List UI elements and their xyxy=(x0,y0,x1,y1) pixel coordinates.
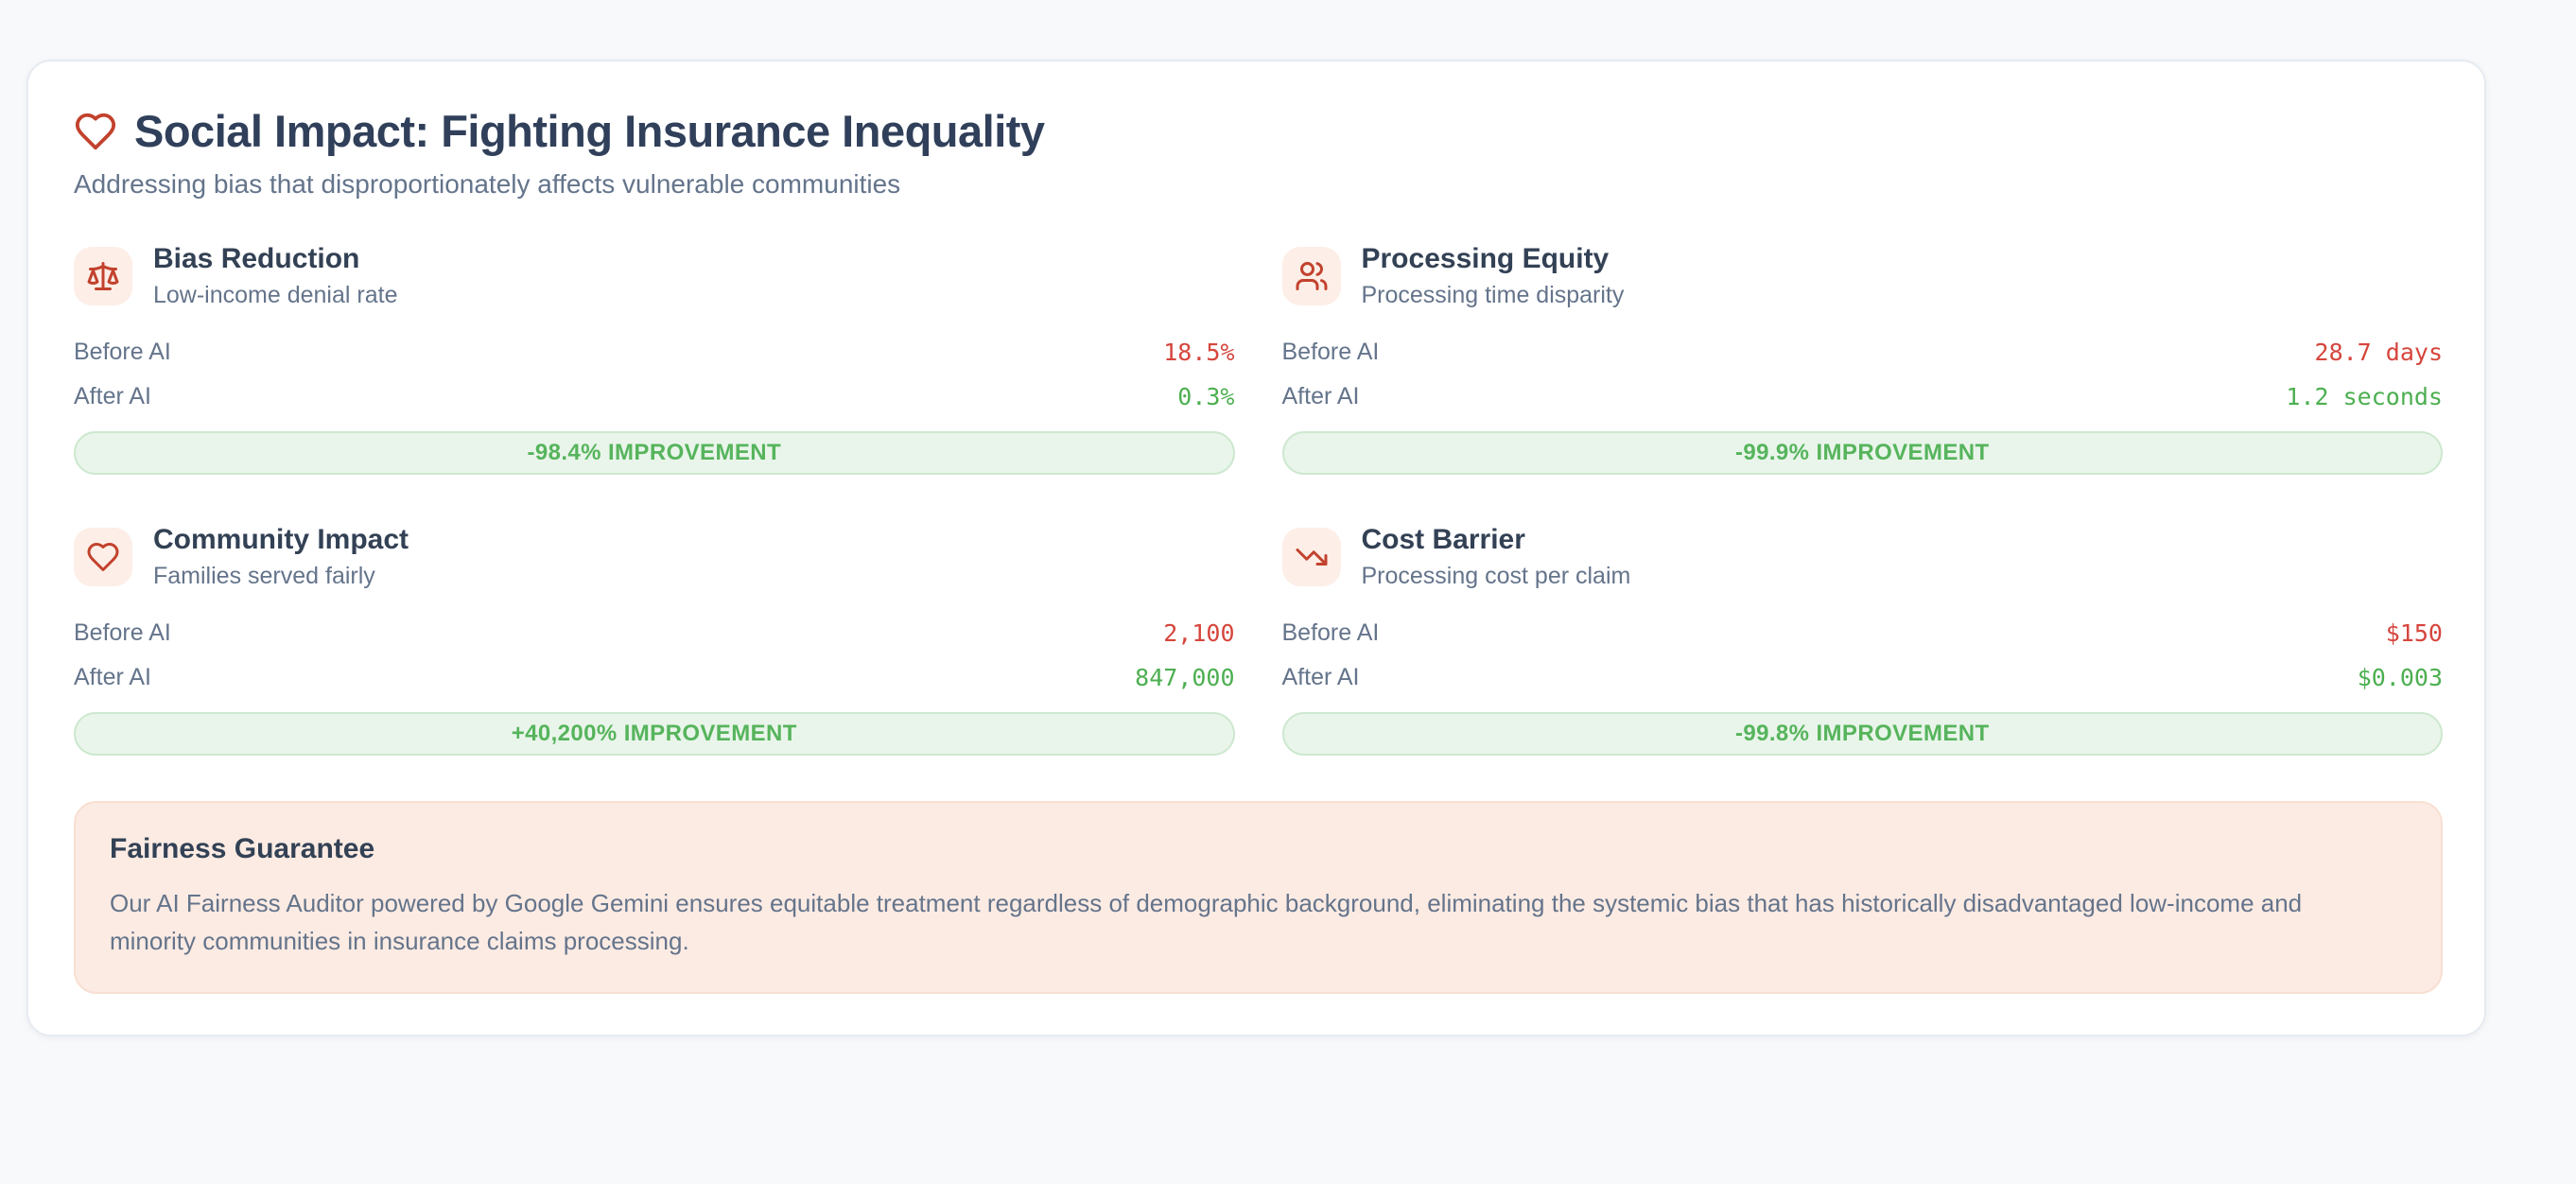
after-ai-label: After AI xyxy=(74,664,151,690)
improvement-badge: +40,200% IMPROVEMENT xyxy=(74,712,1235,756)
before-ai-row: Before AI $150 xyxy=(1282,611,2444,655)
after-ai-label: After AI xyxy=(1281,383,1360,409)
metric-subtitle: Processing cost per claim xyxy=(1361,563,1631,589)
before-ai-value: 18.5% xyxy=(1163,339,1235,366)
metric-subtitle: Processing time disparity xyxy=(1361,282,1625,308)
metrics-grid: Bias Reduction Low-income denial rate Be… xyxy=(74,243,2443,756)
before-ai-row: Before AI 2,100 xyxy=(74,611,1235,655)
metric-title: Cost Barrier xyxy=(1361,524,1525,555)
improvement-badge: -99.9% IMPROVEMENT xyxy=(1281,431,2443,475)
metric-rows: Before AI 18.5% After AI 0.3% xyxy=(74,330,1235,419)
after-ai-row: After AI 0.3% xyxy=(74,374,1235,419)
metric-card-community-impact: Community Impact Families served fairly … xyxy=(74,524,1235,756)
improvement-label: -99.9% IMPROVEMENT xyxy=(1734,440,1990,465)
metric-rows: Before AI $150 After AI $0.003 xyxy=(1282,611,2444,700)
after-ai-label: After AI xyxy=(1281,664,1360,690)
improvement-badge: -99.8% IMPROVEMENT xyxy=(1281,712,2443,756)
balance-scale-icon xyxy=(74,247,132,305)
metric-rows: Before AI 28.7 days After AI 1.2 seconds xyxy=(1282,330,2444,419)
metric-title: Bias Reduction xyxy=(153,243,360,274)
metric-header: Community Impact Families served fairly xyxy=(74,524,1235,590)
trending-down-icon xyxy=(1281,528,1341,586)
heart-icon xyxy=(74,528,132,586)
improvement-badge: -98.4% IMPROVEMENT xyxy=(74,431,1235,475)
metric-header: Bias Reduction Low-income denial rate xyxy=(74,243,1235,309)
metric-subtitle: Low-income denial rate xyxy=(153,282,398,308)
metric-title: Processing Equity xyxy=(1361,243,1610,274)
metric-title: Community Impact xyxy=(153,524,409,555)
panel-header: Social Impact: Fighting Insurance Inequa… xyxy=(74,105,2443,157)
improvement-label: -99.8% IMPROVEMENT xyxy=(1734,721,1990,746)
after-ai-value: 0.3% xyxy=(1177,383,1235,410)
users-icon xyxy=(1281,247,1341,305)
before-ai-label: Before AI xyxy=(1281,619,1380,646)
metric-card-processing-equity: Processing Equity Processing time dispar… xyxy=(1281,243,2444,475)
metric-card-cost-barrier: Cost Barrier Processing cost per claim B… xyxy=(1281,524,2444,756)
before-ai-row: Before AI 28.7 days xyxy=(1282,330,2444,374)
improvement-label: +40,200% IMPROVEMENT xyxy=(511,721,797,746)
before-ai-row: Before AI 18.5% xyxy=(74,330,1235,374)
metric-rows: Before AI 2,100 After AI 847,000 xyxy=(74,611,1235,700)
improvement-label: -98.4% IMPROVEMENT xyxy=(527,440,782,465)
after-ai-value: 1.2 seconds xyxy=(2286,383,2443,410)
before-ai-value: 2,100 xyxy=(1163,619,1235,647)
after-ai-row: After AI 847,000 xyxy=(74,655,1235,700)
fairness-body: Our AI Fairness Auditor powered by Googl… xyxy=(110,889,2303,955)
before-ai-label: Before AI xyxy=(74,619,171,646)
after-ai-value: $0.003 xyxy=(2357,664,2443,691)
metric-card-bias-reduction: Bias Reduction Low-income denial rate Be… xyxy=(74,243,1235,475)
before-ai-label: Before AI xyxy=(74,339,171,365)
after-ai-value: 847,000 xyxy=(1135,664,1235,691)
before-ai-value: $150 xyxy=(2385,619,2443,647)
before-ai-label: Before AI xyxy=(1281,339,1380,365)
page-title: Social Impact: Fighting Insurance Inequa… xyxy=(134,106,1045,156)
social-impact-panel: Social Impact: Fighting Insurance Inequa… xyxy=(26,60,2486,1036)
fairness-title: Fairness Guarantee xyxy=(110,833,375,864)
page-subtitle: Addressing bias that disproportionately … xyxy=(74,169,901,199)
after-ai-label: After AI xyxy=(74,383,151,409)
after-ai-row: After AI 1.2 seconds xyxy=(1282,374,2444,419)
metric-header: Cost Barrier Processing cost per claim xyxy=(1281,524,2444,590)
before-ai-value: 28.7 days xyxy=(2314,339,2443,366)
fairness-guarantee-callout: Fairness Guarantee Our AI Fairness Audit… xyxy=(74,801,2443,994)
heart-icon xyxy=(75,113,116,149)
after-ai-row: After AI $0.003 xyxy=(1282,655,2444,700)
metric-header: Processing Equity Processing time dispar… xyxy=(1281,243,2444,309)
metric-subtitle: Families served fairly xyxy=(153,563,375,589)
